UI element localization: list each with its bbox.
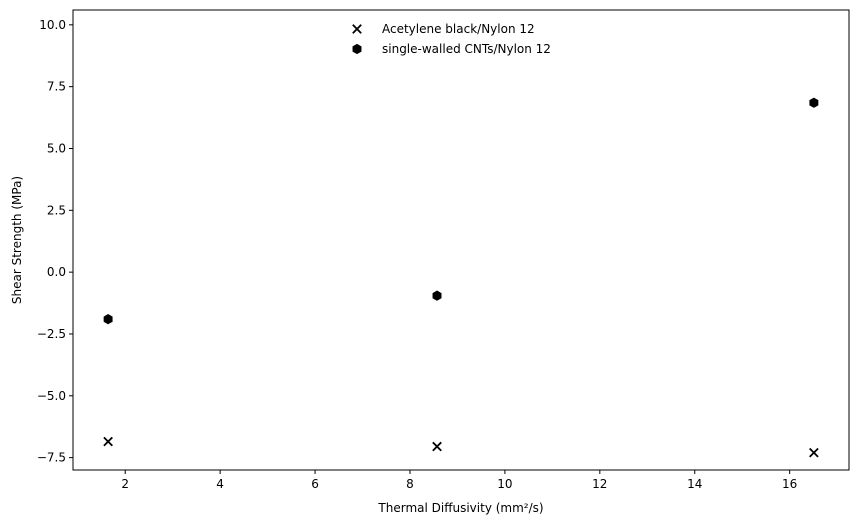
y-axis-ticks: −7.5 −5.0 −2.5 0.0 2.5 5.0 7.5 10.0	[37, 18, 73, 465]
data-point-acetylene-black	[432, 441, 442, 452]
y-tick-label: 10.0	[39, 18, 66, 32]
data-point-acetylene-black	[103, 436, 113, 447]
data-point-acetylene-black	[809, 447, 819, 458]
data-point-swcnt	[432, 290, 442, 301]
legend: Acetylene black/Nylon 12 single-walled CN…	[352, 22, 551, 56]
legend-label: Acetylene black/Nylon 12	[382, 22, 535, 36]
y-tick-label: −7.5	[37, 451, 66, 465]
y-tick-label: 0.0	[47, 265, 66, 279]
plot-frame	[72, 9, 850, 471]
x-tick-label: 14	[687, 477, 702, 491]
x-tick-label: 8	[406, 477, 414, 491]
legend-marker-x	[352, 24, 362, 34]
y-tick-label: 7.5	[47, 80, 66, 94]
x-tick-label: 2	[121, 477, 129, 491]
x-tick-label: 6	[311, 477, 319, 491]
y-axis-label: Shear Strength (MPa)	[10, 176, 24, 304]
x-tick-label: 10	[497, 477, 512, 491]
y-tick-label: −5.0	[37, 389, 66, 403]
y-tick-label: 5.0	[47, 141, 66, 155]
x-tick-label: 16	[782, 477, 797, 491]
x-tick-label: 4	[216, 477, 224, 491]
x-axis-label: Thermal Diffusivity (mm²/s)	[377, 501, 543, 515]
y-tick-label: 2.5	[47, 203, 66, 217]
data-point-swcnt	[809, 97, 819, 108]
x-tick-label: 12	[592, 477, 607, 491]
y-tick-label: −2.5	[37, 327, 66, 341]
x-axis-ticks: 2 4 6 8 10 12 14 16	[121, 470, 797, 491]
data-point-swcnt	[103, 313, 113, 325]
legend-label: single-walled CNTs/Nylon 12	[382, 42, 551, 56]
data-points	[103, 97, 819, 458]
legend-marker-hexagon	[352, 43, 362, 55]
